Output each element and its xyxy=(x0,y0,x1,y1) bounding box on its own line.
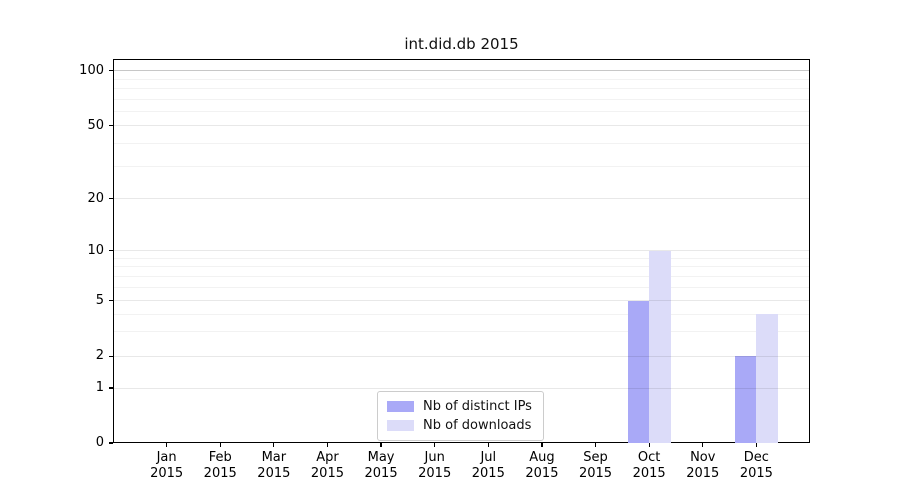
legend-swatch-downloads xyxy=(387,420,414,431)
y-tick-label: 50 xyxy=(87,117,104,133)
y-tick-label: 1 xyxy=(95,380,104,396)
x-tick-label: Aug 2015 xyxy=(525,450,559,481)
x-tick-label: Nov 2015 xyxy=(686,450,720,481)
y-tick-label: 100 xyxy=(79,62,104,78)
x-tick-mark xyxy=(487,443,489,447)
y-tick-mark xyxy=(109,355,113,357)
y-tick-mark xyxy=(109,198,113,200)
x-tick-label: May 2015 xyxy=(364,450,398,481)
legend-item-distinct-ips: Nb of distinct IPs xyxy=(387,399,532,414)
gridline-minor xyxy=(113,286,810,288)
legend-swatch-distinct-ips xyxy=(387,401,414,412)
y-tick-mark xyxy=(109,250,113,252)
x-tick-mark xyxy=(219,443,221,447)
x-tick-mark xyxy=(273,443,275,447)
y-tick-mark xyxy=(109,442,113,444)
x-tick-label: Jul 2015 xyxy=(471,450,505,481)
y-tick-label: 5 xyxy=(95,292,104,308)
x-tick-mark xyxy=(702,443,704,447)
bar-distinct-ips xyxy=(734,356,757,443)
x-tick-label: Sep 2015 xyxy=(578,450,613,481)
x-tick-mark xyxy=(166,443,168,447)
y-tick-label: 10 xyxy=(87,242,104,258)
x-tick-mark xyxy=(541,443,543,447)
gridline-minor xyxy=(113,165,810,167)
bar-distinct-ips xyxy=(627,300,650,443)
x-tick-mark xyxy=(380,443,382,447)
x-tick-label: Dec 2015 xyxy=(739,450,773,481)
gridline-major xyxy=(113,250,810,252)
plot-area xyxy=(113,59,810,443)
x-tick-label: Feb 2015 xyxy=(203,450,237,481)
x-tick-label: Jun 2015 xyxy=(418,450,452,481)
gridline-minor xyxy=(113,266,810,268)
gridline-major xyxy=(113,387,810,389)
gridline-major xyxy=(113,300,810,302)
gridline-minor xyxy=(113,257,810,259)
x-tick-label: Mar 2015 xyxy=(257,450,291,481)
legend-item-downloads: Nb of downloads xyxy=(387,418,532,433)
x-tick-mark xyxy=(434,443,436,447)
gridline-minor xyxy=(113,143,810,145)
x-tick-label: Jan 2015 xyxy=(150,450,184,481)
bar-downloads xyxy=(756,314,778,443)
gridline-major xyxy=(113,125,810,127)
y-tick-label: 2 xyxy=(95,348,104,364)
x-tick-mark xyxy=(648,443,650,447)
chart-title: int.did.db 2015 xyxy=(404,35,519,53)
legend: Nb of distinct IPs Nb of downloads xyxy=(377,391,544,441)
gridline-major xyxy=(113,70,810,72)
y-tick-mark xyxy=(109,387,113,389)
gridline-minor xyxy=(113,110,810,112)
gridline-minor xyxy=(113,331,810,333)
gridline-minor xyxy=(113,88,810,90)
x-tick-label: Apr 2015 xyxy=(310,450,344,481)
x-tick-mark xyxy=(326,443,329,447)
y-tick-mark xyxy=(109,70,113,72)
gridline-major xyxy=(113,355,810,357)
gridline-minor xyxy=(113,78,810,80)
legend-label-downloads: Nb of downloads xyxy=(423,418,532,433)
y-tick-mark xyxy=(109,299,113,302)
y-tick-mark xyxy=(109,125,113,127)
y-tick-label: 0 xyxy=(95,435,104,450)
gridline-major xyxy=(113,198,810,200)
x-tick-mark xyxy=(594,443,597,447)
gridline-minor xyxy=(113,98,810,100)
bar-downloads xyxy=(649,250,671,443)
gridline-minor xyxy=(113,275,810,277)
gridline-minor xyxy=(113,313,810,315)
legend-label-distinct-ips: Nb of distinct IPs xyxy=(423,399,532,414)
y-tick-label: 20 xyxy=(87,190,104,206)
x-tick-mark xyxy=(755,443,757,447)
x-tick-label: Oct 2015 xyxy=(632,450,666,481)
